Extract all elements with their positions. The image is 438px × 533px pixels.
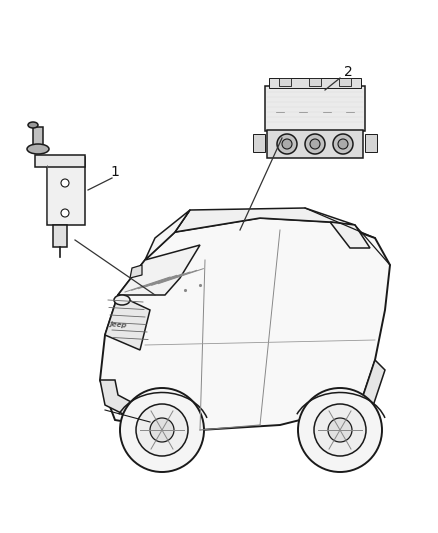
Polygon shape [360, 360, 385, 415]
Bar [33, 127, 43, 149]
Polygon shape [105, 295, 150, 350]
Bar [279, 78, 291, 86]
Circle shape [310, 139, 320, 149]
Bar [365, 134, 377, 152]
Ellipse shape [27, 144, 49, 154]
Text: 2: 2 [344, 65, 353, 79]
Bar [35, 155, 85, 167]
Bar [339, 78, 351, 86]
Polygon shape [330, 222, 370, 248]
Circle shape [333, 134, 353, 154]
Polygon shape [145, 210, 190, 260]
Circle shape [136, 404, 188, 456]
Text: 1: 1 [110, 165, 120, 179]
Bar [309, 78, 321, 86]
Ellipse shape [28, 122, 38, 128]
Polygon shape [100, 380, 150, 425]
Bar [47, 157, 85, 225]
Circle shape [61, 209, 69, 217]
Polygon shape [175, 208, 355, 232]
Circle shape [305, 134, 325, 154]
Text: Jeep: Jeep [109, 321, 127, 329]
Polygon shape [118, 245, 200, 295]
Circle shape [277, 134, 297, 154]
Circle shape [282, 139, 292, 149]
Circle shape [328, 418, 352, 442]
Circle shape [314, 404, 366, 456]
Circle shape [298, 388, 382, 472]
Bar [269, 78, 361, 88]
Circle shape [150, 418, 174, 442]
Circle shape [61, 179, 69, 187]
Polygon shape [100, 218, 390, 430]
Ellipse shape [114, 295, 130, 305]
FancyBboxPatch shape [265, 86, 365, 131]
Bar [253, 134, 265, 152]
Bar [267, 130, 363, 158]
Polygon shape [130, 265, 142, 278]
Circle shape [338, 139, 348, 149]
Circle shape [120, 388, 204, 472]
Bar [53, 225, 67, 247]
